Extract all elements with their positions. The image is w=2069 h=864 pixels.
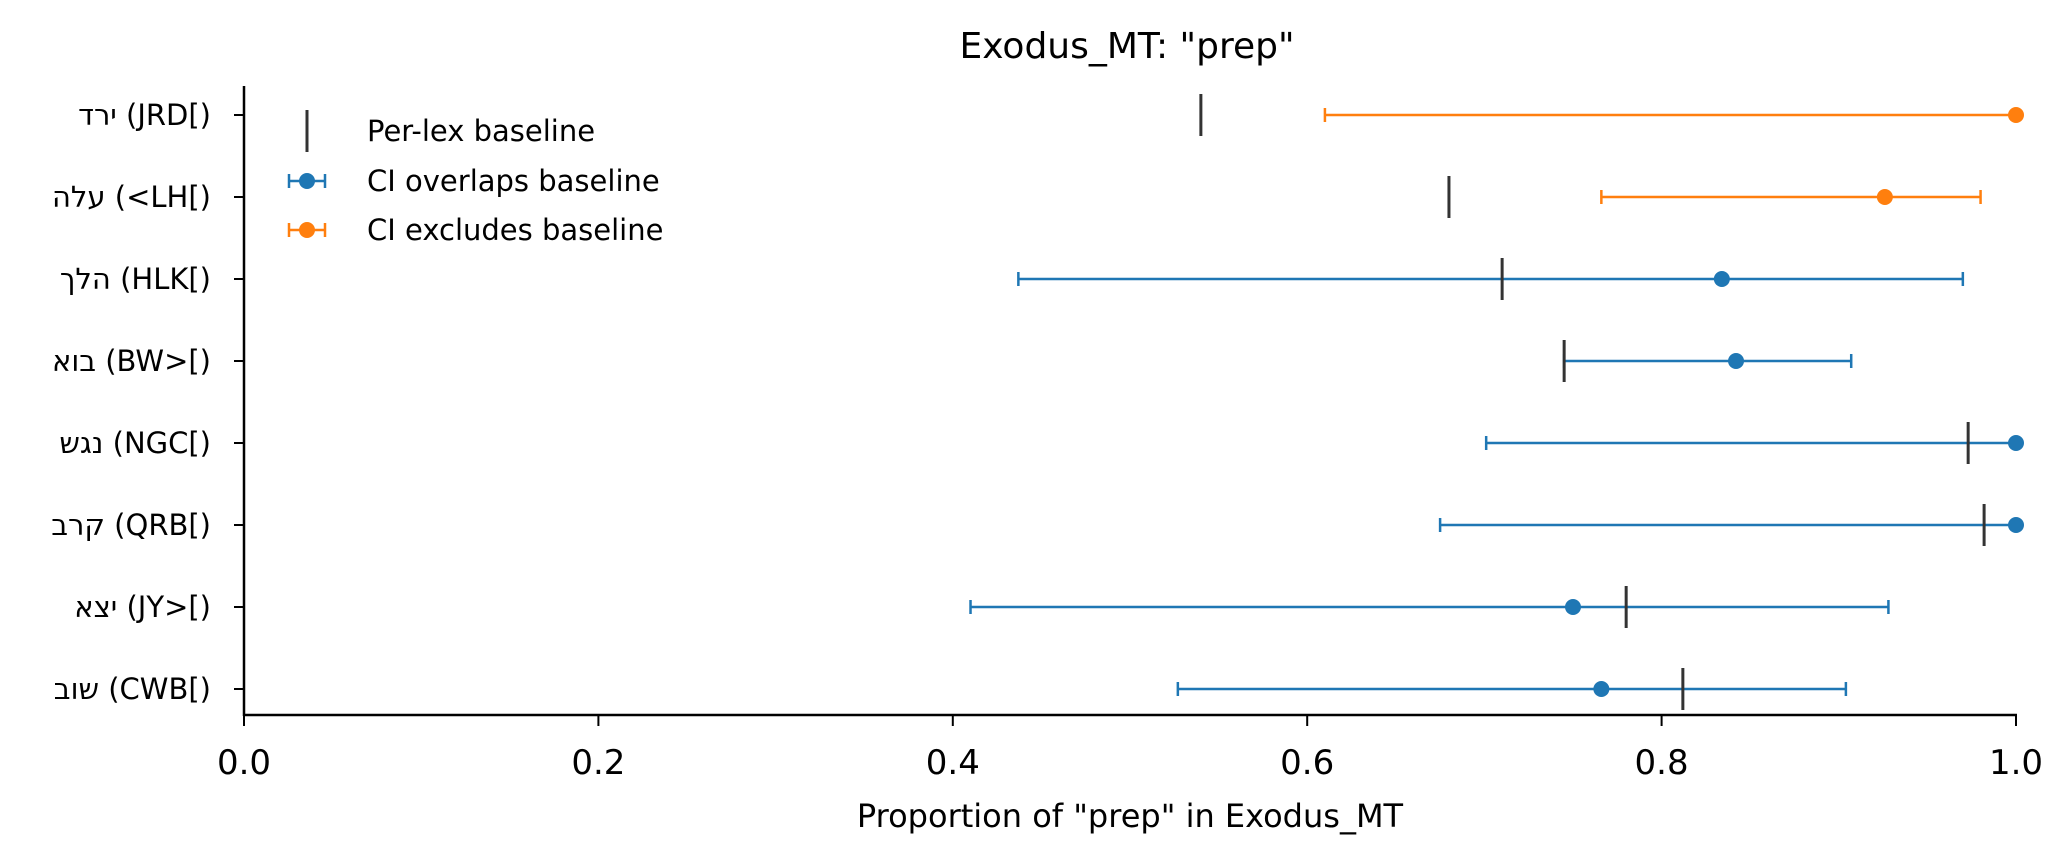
legend-point-icon — [299, 222, 315, 238]
x-tick-label: 0.4 — [926, 743, 980, 783]
legend-label: CI overlaps baseline — [367, 164, 660, 198]
y-tick-label: קרב (QRB[) — [51, 508, 211, 542]
y-tick-label: יצא (JY>[) — [74, 590, 211, 624]
estimate-point — [1713, 271, 1730, 287]
legend-label: Per-lex baseline — [367, 114, 595, 148]
y-tick-label: שוב (CWB[) — [54, 672, 211, 706]
estimate-point — [1876, 189, 1893, 205]
estimate-point — [1728, 353, 1745, 369]
y-tick-label: נגש (NGC[) — [59, 426, 211, 460]
estimate-point — [2008, 517, 2024, 533]
x-tick-label: 1.0 — [1989, 743, 2043, 783]
legend: Per-lex baseline CI overlaps baseline CI e… — [287, 110, 663, 247]
y-ticks: ירד (JRD[) עלה (<LH[) הלך (HLK[) בוא (BW>[)… — [51, 98, 244, 706]
x-tick-label: 0.2 — [571, 743, 625, 783]
x-tick-label: 0.8 — [1635, 743, 1689, 783]
x-tick-label: 0.0 — [217, 743, 271, 783]
y-tick-label: בוא (BW>[) — [52, 344, 211, 378]
y-tick-label: ירד (JRD[) — [78, 98, 211, 132]
estimate-point — [1593, 681, 1610, 697]
x-ticks: 0.0 0.2 0.4 0.6 0.8 1.0 — [217, 716, 2043, 783]
legend-label: CI excludes baseline — [367, 213, 663, 247]
chart-title: Exodus_MT: "prep" — [959, 26, 1294, 67]
estimate-point — [2008, 435, 2024, 451]
estimate-point — [1565, 599, 1581, 615]
x-tick-label: 0.6 — [1280, 743, 1334, 783]
y-tick-label: עלה (<LH[) — [52, 180, 211, 214]
x-axis-label: Proportion of "prep" in Exodus_MT — [857, 797, 1404, 835]
estimate-point — [2008, 107, 2024, 123]
plot-area — [969, 94, 2024, 710]
y-tick-label: הלך (HLK[) — [60, 262, 211, 296]
legend-point-icon — [299, 173, 315, 189]
